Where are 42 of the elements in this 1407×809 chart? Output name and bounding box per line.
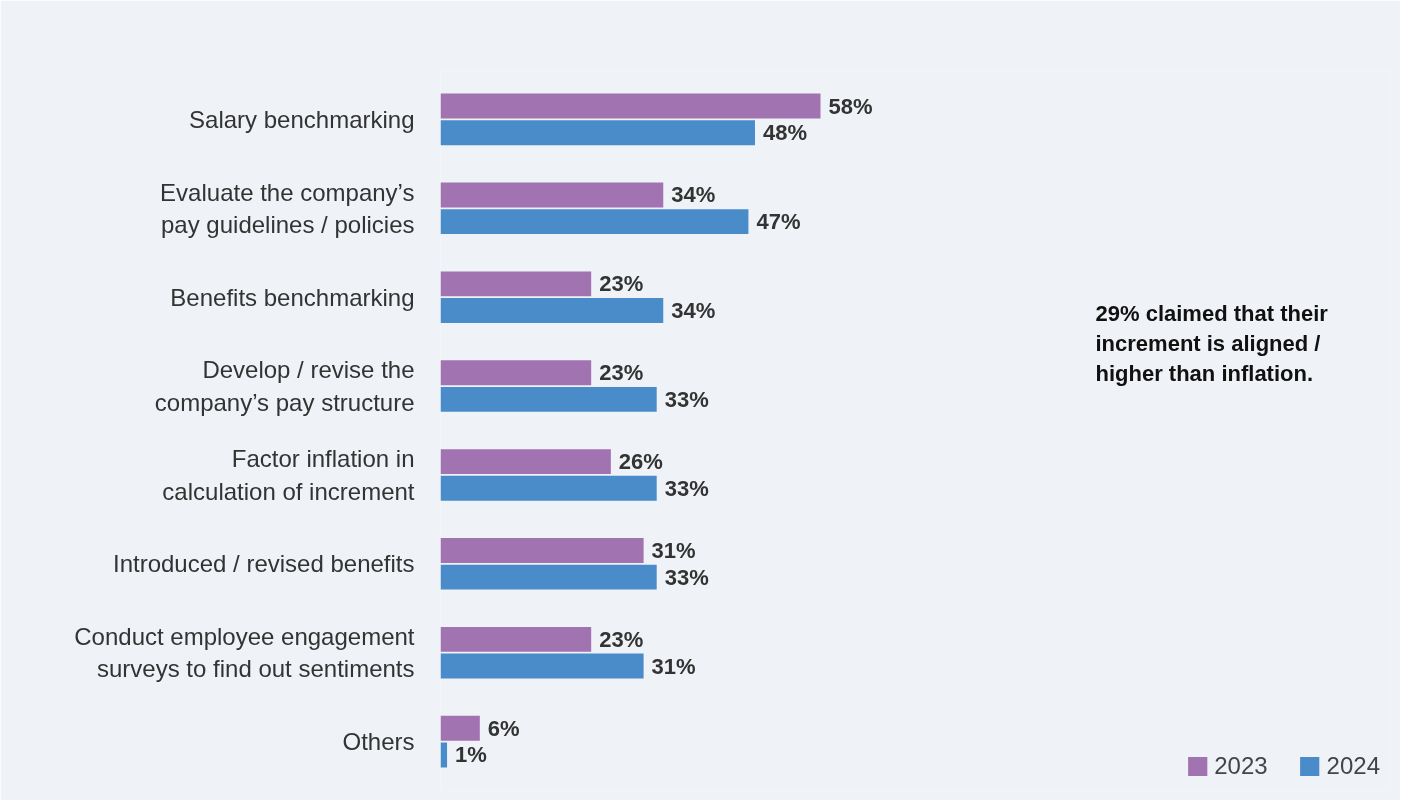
data-label: 23%: [599, 626, 644, 652]
data-label: 47%: [756, 209, 801, 235]
y-tick-label: Introduced / revised benefits: [112, 550, 415, 578]
bar: [440, 182, 664, 208]
data-label: 31%: [651, 538, 696, 563]
data-label: 6%: [487, 715, 520, 741]
legend-label: 2024: [1326, 752, 1380, 780]
bar: [440, 360, 592, 386]
bar: [440, 386, 657, 412]
bar: [440, 298, 664, 323]
bar: [440, 449, 611, 475]
bar: [440, 120, 755, 146]
data-label: 26%: [618, 449, 663, 475]
data-label: 23%: [599, 271, 644, 297]
data-label: 33%: [664, 564, 709, 590]
bar: [440, 271, 592, 297]
y-tick-label: Develop / revise the company’s pay structure: [154, 356, 415, 416]
data-label: 48%: [762, 120, 808, 146]
legend-label: 2023: [1214, 752, 1268, 780]
text: 29% claimed that their increment is aligned / higher than inflation.: [1095, 300, 1329, 386]
data-label: 34%: [671, 182, 716, 208]
bar: [440, 475, 657, 501]
y-tick-label: Others: [342, 728, 415, 756]
y-tick-label: Conduct employee engagement surveys to find out sentiments: [74, 623, 415, 683]
data-label: 23%: [599, 360, 644, 386]
bar: [440, 653, 644, 679]
data-label: 1%: [455, 742, 487, 768]
bar: [440, 626, 592, 652]
bar: [440, 715, 480, 741]
data-label: 31%: [651, 653, 696, 679]
y-tick-label: Factor inflation in calculation of increment: [162, 445, 415, 505]
bar: [440, 93, 821, 119]
y-tick-label: Salary benchmarking: [189, 105, 415, 133]
y-tick-label: Benefits benchmarking: [170, 283, 415, 311]
y-tick-label: Evaluate the company’s pay guidelines / policies: [160, 178, 415, 238]
bar: [440, 538, 644, 563]
data-label: 34%: [671, 298, 716, 323]
data-label: 33%: [664, 475, 709, 501]
data-label: 58%: [828, 93, 873, 119]
bar: [440, 209, 749, 235]
data-label: 33%: [664, 386, 709, 412]
bar: [440, 564, 657, 590]
